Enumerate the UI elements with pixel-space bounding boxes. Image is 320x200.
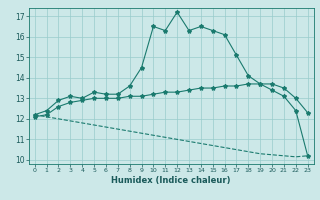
X-axis label: Humidex (Indice chaleur): Humidex (Indice chaleur): [111, 176, 231, 185]
